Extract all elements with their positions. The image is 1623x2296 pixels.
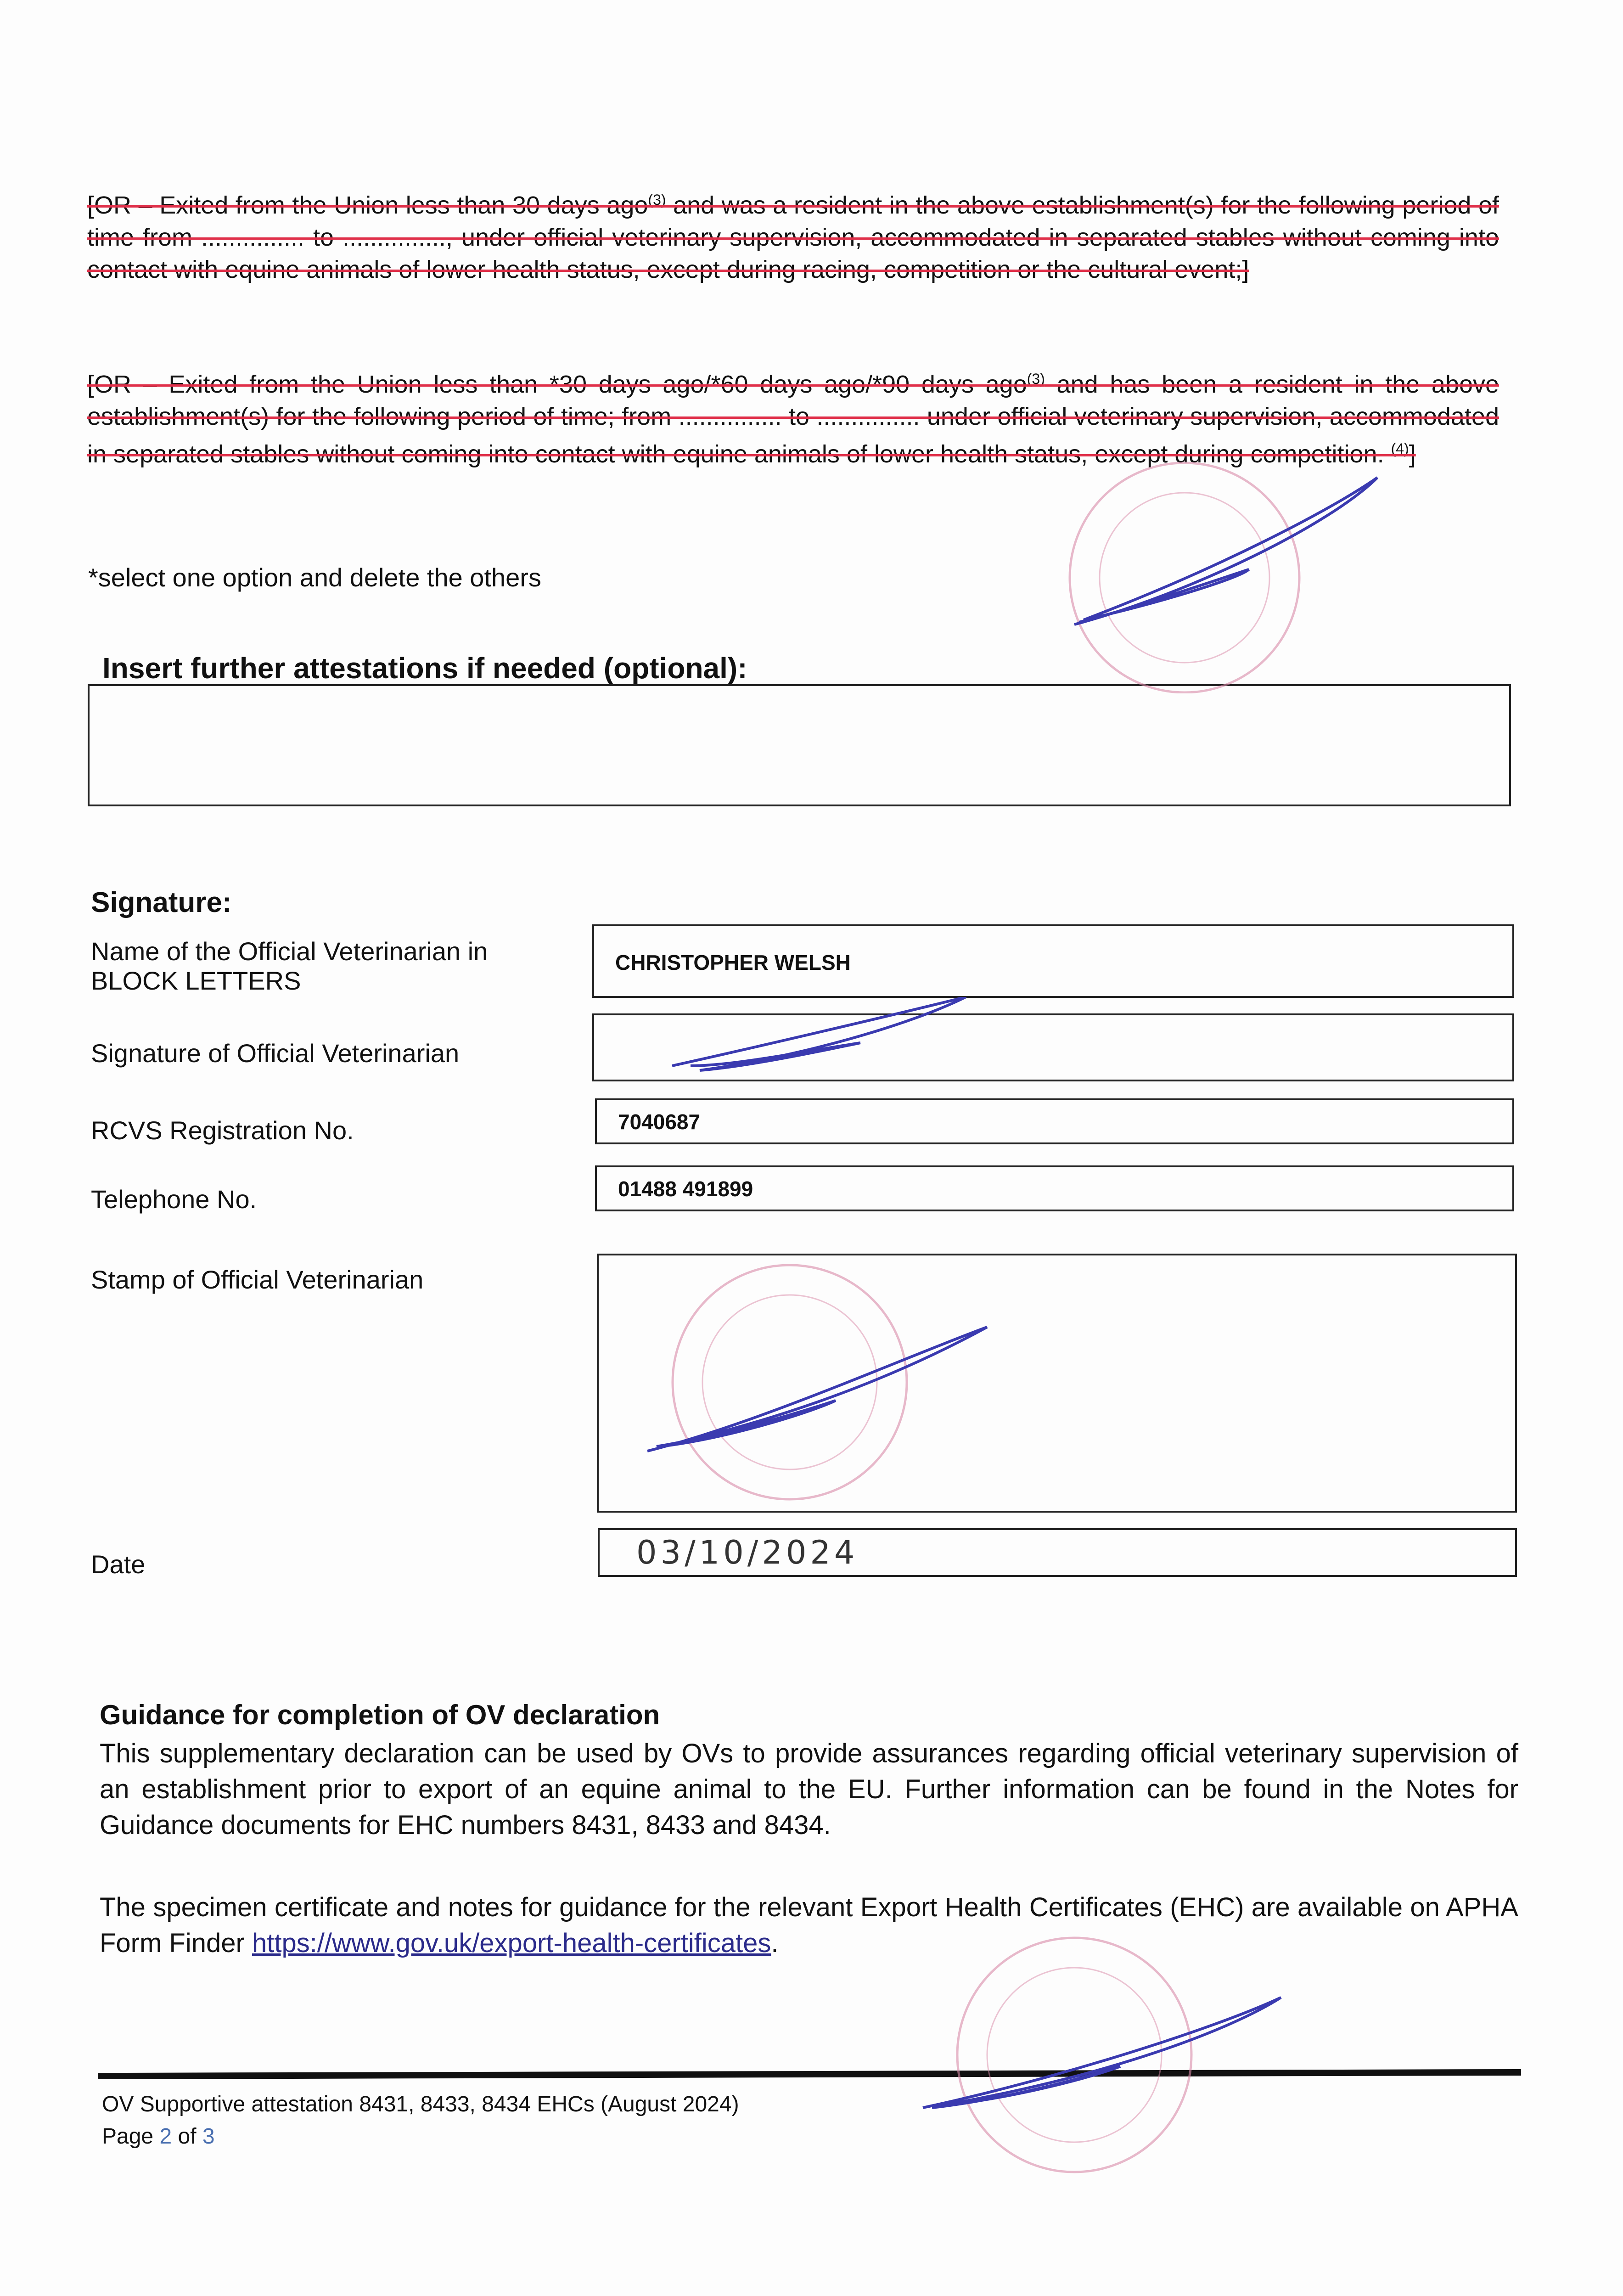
option-text: ] (1409, 440, 1416, 468)
option-text: [OR – Exited from the Union less than *3… (87, 371, 1027, 398)
date-value: 03/10/2024 (636, 1534, 859, 1571)
struck-option-30-60-90-days: [OR – Exited from the Union less than *3… (87, 363, 1499, 470)
select-note: *select one option and delete the others (88, 563, 541, 592)
rcvs-label: RCVS Registration No. (91, 1116, 354, 1145)
handwritten-signature (672, 997, 967, 1072)
further-attestations-heading: Insert further attestations if needed (o… (102, 652, 747, 685)
date-label: Date (91, 1550, 146, 1579)
rcvs-value: 7040687 (618, 1110, 701, 1134)
footnote-ref: (3) (648, 191, 666, 208)
guidance-paragraph-links: The specimen certificate and notes for g… (100, 1890, 1518, 1961)
rcvs-field[interactable]: 7040687 (595, 1098, 1514, 1144)
telephone-label: Telephone No. (91, 1185, 257, 1214)
signature-field[interactable] (592, 997, 1514, 1081)
struck-option-30-days: [OR – Exited from the Union less than 30… (87, 184, 1499, 286)
guidance-text: . (771, 1928, 779, 1958)
official-stamp-with-signature (922, 1936, 1282, 2173)
page-word: Page (102, 2124, 154, 2149)
signature-heading: Signature: (91, 887, 232, 918)
telephone-field[interactable]: 01488 491899 (595, 1165, 1514, 1211)
guidance-heading: Guidance for completion of OV declaratio… (100, 1699, 660, 1730)
guidance-paragraph: This supplementary declaration can be us… (100, 1739, 1518, 1840)
stamp-field[interactable] (597, 1254, 1517, 1513)
footnote-ref: (3) (1027, 371, 1045, 387)
name-field[interactable]: CHRISTOPHER WELSH (592, 924, 1514, 998)
page-number: Page 2 of 3 (102, 2124, 215, 2149)
signature-label: Signature of Official Veterinarian (91, 1039, 460, 1068)
name-label: Name of the Official Veterinarian in BLO… (91, 937, 488, 995)
export-health-certificates-link[interactable]: https://www.gov.uk/export-health-certifi… (252, 1928, 771, 1958)
page-current: 2 (159, 2124, 172, 2149)
official-stamp-with-signature (1068, 461, 1379, 693)
page-total: 3 (202, 2124, 215, 2149)
telephone-value: 01488 491899 (618, 1177, 753, 1201)
option-text: and has been a resident in the above est… (87, 371, 1499, 468)
option-text: and was a resident in the above establis… (87, 191, 1499, 283)
official-stamp-with-signature (647, 1264, 988, 1501)
date-field[interactable]: 03/10/2024 (598, 1528, 1517, 1577)
option-text: [OR – Exited from the Union less than 30… (87, 191, 648, 219)
stamp-label: Stamp of Official Veterinarian (91, 1265, 424, 1294)
footer-title: OV Supportive attestation 8431, 8433, 84… (102, 2092, 739, 2116)
guidance-text: The specimen certificate and notes for g… (100, 1892, 1518, 1958)
name-value: CHRISTOPHER WELSH (615, 951, 851, 974)
of-word: of (178, 2124, 197, 2149)
footnote-ref: (4) (1391, 440, 1409, 457)
further-attestations-field[interactable] (88, 684, 1511, 806)
